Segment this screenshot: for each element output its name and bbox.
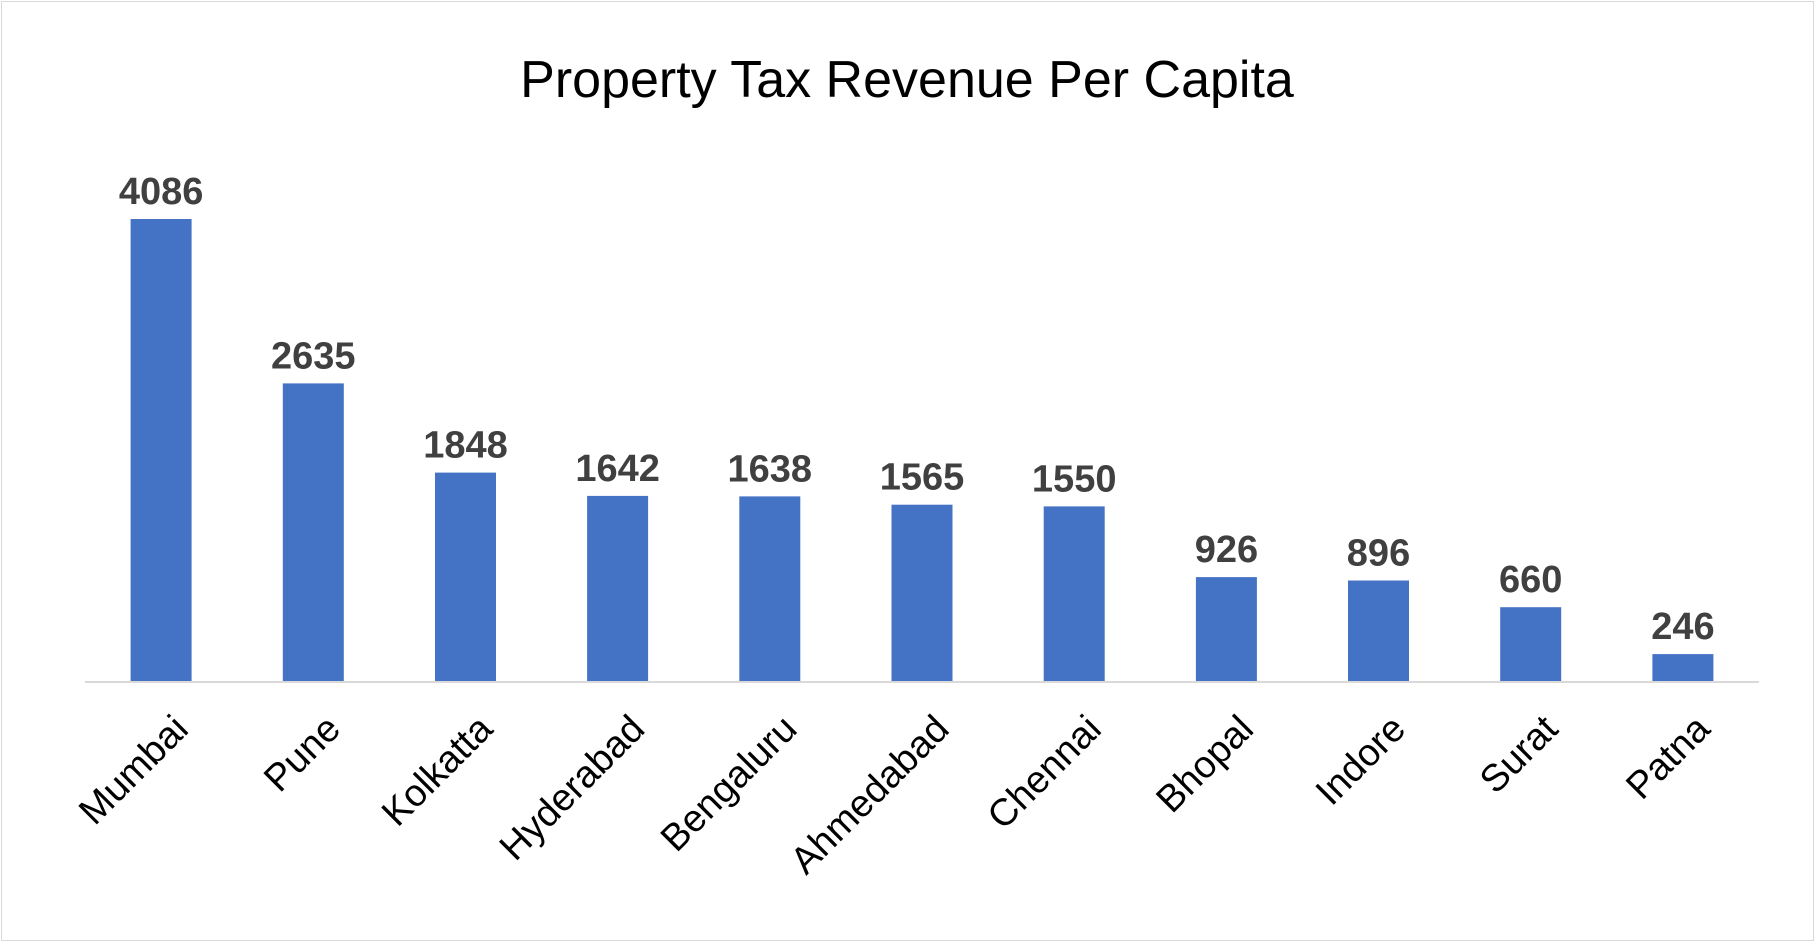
- bar-indore: [1348, 580, 1409, 682]
- data-label-chennai: 1550: [1032, 458, 1117, 500]
- data-label-patna: 246: [1651, 606, 1714, 648]
- bar-chennai: [1043, 506, 1105, 682]
- category-label-chennai: Chennai: [980, 708, 1110, 838]
- data-label-pune: 2635: [271, 335, 356, 377]
- data-labels: 4086 2635 1848 1642 1638 1565 1550 926 896 660 246: [119, 171, 1715, 648]
- category-label-pune: Pune: [256, 708, 348, 800]
- data-label-hyderabad: 1642: [575, 448, 660, 490]
- bar-kolkatta: [435, 472, 496, 682]
- data-label-indore: 896: [1347, 533, 1410, 575]
- bar-ahmedabad: [891, 504, 953, 682]
- bar-mumbai: [130, 219, 192, 682]
- data-label-mumbai: 4086: [119, 171, 204, 213]
- category-label-hyderabad: Hyderabad: [492, 708, 653, 869]
- chart-title: Property Tax Revenue Per Capita: [520, 51, 1294, 109]
- bar-pune: [282, 383, 344, 682]
- category-label-kolkatta: Kolkatta: [374, 707, 501, 834]
- data-label-bengaluru: 1638: [728, 448, 813, 490]
- category-label-bhopal: Bhopal: [1148, 708, 1261, 821]
- data-label-ahmedabad: 1565: [880, 457, 965, 499]
- category-label-mumbai: Mumbai: [71, 708, 196, 833]
- bar-hyderabad: [587, 495, 649, 682]
- bar-surat: [1500, 607, 1562, 682]
- category-label-surat: Surat: [1472, 707, 1566, 801]
- bar-bhopal: [1195, 577, 1257, 682]
- category-label-patna: Patna: [1618, 707, 1719, 808]
- data-label-bhopal: 926: [1195, 529, 1258, 571]
- category-label-ahmedabad: Ahmedabad: [783, 708, 958, 883]
- category-label-indore: Indore: [1308, 708, 1414, 814]
- bar-bengaluru: [739, 496, 801, 682]
- category-label-bengaluru: Bengaluru: [653, 708, 805, 860]
- data-label-kolkatta: 1848: [423, 425, 508, 467]
- data-label-surat: 660: [1499, 559, 1562, 601]
- bar-series: [130, 219, 1714, 682]
- bar-patna: [1652, 654, 1714, 682]
